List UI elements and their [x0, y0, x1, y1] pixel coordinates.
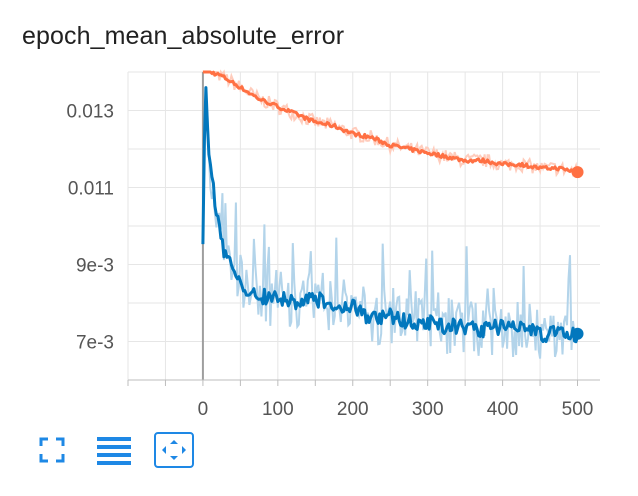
- series-end-point: [571, 327, 584, 340]
- series-end-point: [571, 166, 584, 179]
- smoothed-series: [201, 70, 584, 344]
- chart-title: epoch_mean_absolute_error: [22, 22, 345, 50]
- x-tick-label: 0: [198, 399, 209, 420]
- series-line: [201, 86, 579, 344]
- fit-domain-button[interactable]: [154, 432, 194, 468]
- x-tick-label: 400: [487, 399, 519, 420]
- chart-toolbar: [30, 428, 194, 472]
- y-tick-label: 0.013: [66, 102, 114, 123]
- y-tick-label: 7e-3: [76, 333, 114, 354]
- fullscreen-button[interactable]: [30, 428, 74, 472]
- y-tick-label: 9e-3: [76, 256, 114, 277]
- fullscreen-icon: [39, 437, 65, 463]
- x-tick-label: 200: [337, 399, 369, 420]
- data-table-icon: [97, 437, 131, 465]
- axes: 0 100 200 300 400 500 7e-3 9e-3 0.011 0.013: [66, 102, 600, 420]
- line-chart: 0 100 200 300 400 500 7e-3 9e-3 0.011 0.013: [66, 69, 600, 420]
- fit-domain-icon: [162, 440, 186, 460]
- x-tick-label: 300: [412, 399, 444, 420]
- x-tick-label: 500: [562, 399, 594, 420]
- x-tick-label: 100: [262, 399, 294, 420]
- series-line: [202, 70, 578, 174]
- toggle-data-table-button[interactable]: [92, 428, 136, 472]
- y-tick-label: 0.011: [68, 179, 114, 200]
